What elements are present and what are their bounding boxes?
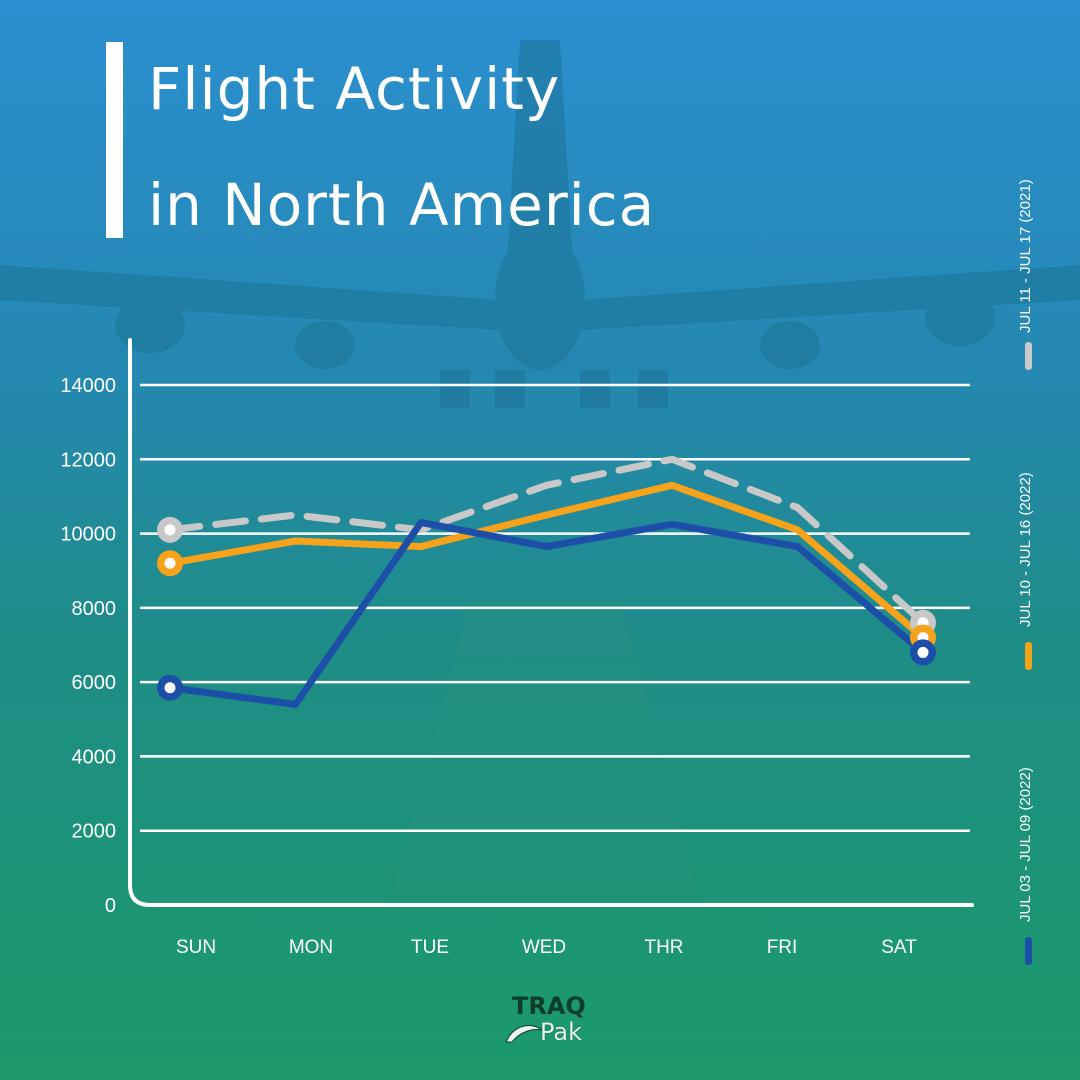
axis-line: [128, 338, 974, 907]
x-tick-label: FRI: [767, 937, 798, 958]
series-endpoint-marker-dot: [164, 524, 176, 536]
legend-label: JUL 10 - JUL 16 (2022): [1017, 472, 1034, 627]
y-tick-label: 4000: [72, 746, 117, 768]
title-accent-bar: [106, 42, 123, 238]
legend-swatch: [1025, 342, 1032, 370]
x-tick-label: WED: [522, 937, 566, 958]
x-tick-label: SAT: [881, 937, 917, 958]
series-endpoint-marker-dot: [917, 646, 929, 658]
legend-swatch: [1025, 937, 1032, 965]
x-tick-label: MON: [289, 937, 333, 958]
x-tick-label: THR: [644, 937, 683, 958]
page-title-line-2: in North America: [148, 171, 656, 239]
y-tick-label: 2000: [72, 821, 117, 843]
page-title-line-1: Flight Activity: [148, 55, 561, 123]
legend-label: JUL 03 - JUL 09 (2022): [1017, 767, 1034, 922]
logo-text-top: TRAQ: [512, 992, 586, 1020]
y-tick-label: 10000: [60, 524, 116, 546]
y-tick-label: 14000: [60, 375, 116, 397]
legend-swatch: [1025, 642, 1032, 670]
x-tick-label: SUN: [176, 937, 216, 958]
series-endpoint-marker-dot: [164, 682, 176, 694]
series-line: [166, 518, 927, 708]
series-line: [166, 481, 927, 642]
y-tick-label: 12000: [60, 449, 116, 471]
logo-leaf-icon: [505, 1025, 543, 1043]
runway-silhouette: [390, 600, 700, 900]
series-line: [166, 455, 927, 627]
y-tick-label: 6000: [72, 672, 117, 694]
y-tick-label: 0: [105, 895, 116, 917]
logo-text-bottom: Pak: [540, 1018, 582, 1046]
x-tick-label: TUE: [411, 937, 449, 958]
series-endpoint-marker-dot: [164, 557, 176, 569]
y-tick-label: 8000: [72, 598, 117, 620]
traqpak-logo: TRAQ Pak: [500, 992, 620, 1052]
legend-label: JUL 11 - JUL 17 (2021): [1017, 179, 1034, 333]
airplane-silhouette: [0, 40, 1080, 408]
